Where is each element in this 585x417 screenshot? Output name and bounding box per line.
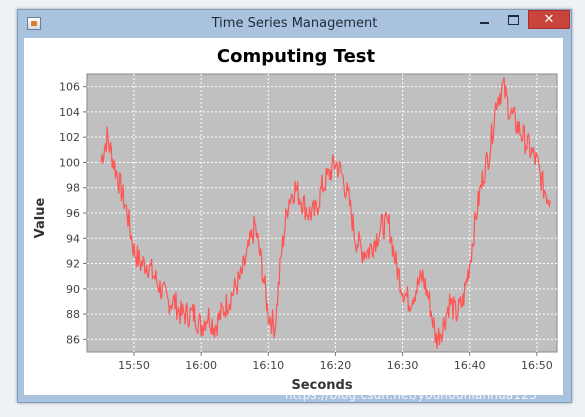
- y-tick-label: 94: [66, 232, 80, 245]
- x-tick-label: 16:40: [454, 359, 486, 372]
- x-axis: 15:50 16:00 16:10 16:20 16:30 16:40 16:50: [118, 352, 553, 372]
- y-axis-label: Value: [33, 197, 48, 238]
- y-tick-label: 106: [59, 81, 80, 94]
- chart-panel: Computing Test 86 88 90 92 94 96 98 100 102 104 10…: [24, 38, 563, 395]
- close-icon: ✕: [543, 12, 555, 27]
- close-button[interactable]: ✕: [528, 10, 570, 29]
- y-tick-label: 98: [66, 182, 80, 195]
- chart-title: Computing Test: [217, 46, 376, 67]
- y-tick-label: 90: [66, 283, 80, 296]
- x-tick-label: 15:50: [118, 359, 150, 372]
- plot-area: [86, 73, 558, 353]
- app-window: Time Series Management ✕ Computing Test …: [17, 9, 572, 403]
- y-tick-label: 86: [66, 333, 80, 346]
- x-axis-label: Seconds: [291, 378, 352, 393]
- y-tick-label: 104: [59, 106, 80, 119]
- x-tick-label: 16:00: [185, 359, 217, 372]
- minimize-button[interactable]: [471, 10, 497, 30]
- x-tick-label: 16:50: [521, 359, 553, 372]
- y-tick-label: 102: [59, 131, 80, 144]
- y-axis: 86 88 90 92 94 96 98 100 102 104 106: [59, 81, 87, 346]
- window-title: Time Series Management: [211, 16, 378, 31]
- title-bar[interactable]: Time Series Management ✕: [18, 10, 571, 38]
- x-tick-label: 16:10: [252, 359, 284, 372]
- maximize-button[interactable]: [500, 10, 526, 30]
- y-tick-label: 96: [66, 207, 80, 220]
- x-tick-label: 16:30: [387, 359, 419, 372]
- minimize-icon: [479, 22, 489, 24]
- x-tick-label: 16:20: [320, 359, 352, 372]
- y-tick-label: 88: [66, 308, 80, 321]
- y-tick-label: 92: [66, 258, 80, 271]
- series-line: [99, 77, 551, 349]
- watermark-text: https://blog.csdn.net/youhounianhua123: [285, 388, 537, 402]
- java-app-icon[interactable]: [27, 17, 41, 30]
- maximize-icon: [507, 15, 519, 25]
- time-series-chart: Computing Test 86 88 90 92 94 96 98 100 102 104 10…: [33, 46, 558, 393]
- y-tick-label: 100: [59, 156, 80, 169]
